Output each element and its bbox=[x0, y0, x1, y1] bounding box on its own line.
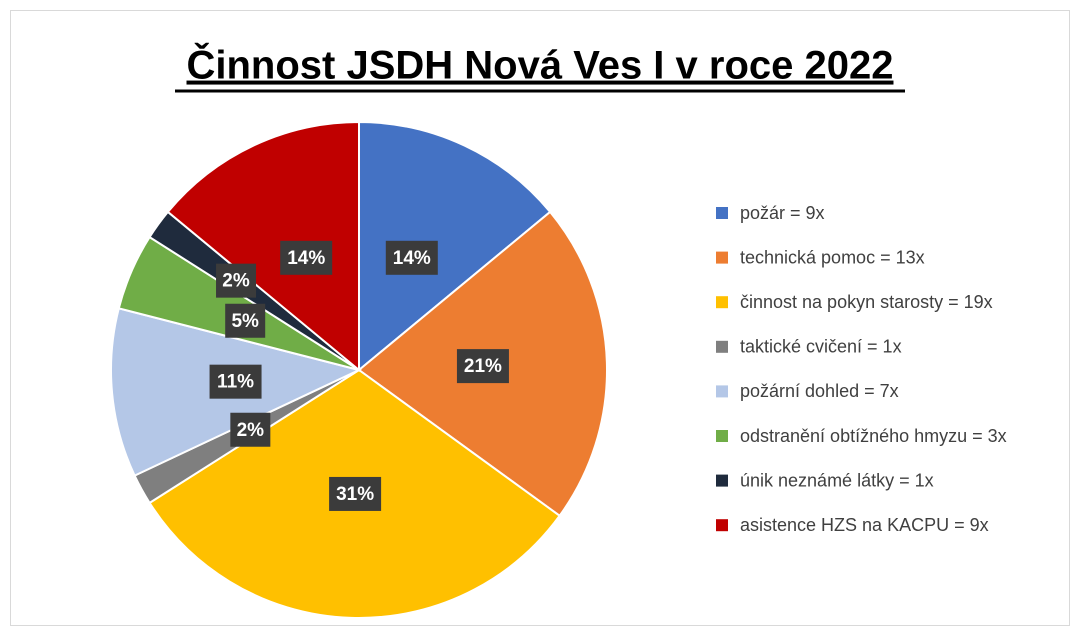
data-label-box bbox=[216, 263, 257, 298]
legend-swatch bbox=[716, 207, 728, 219]
data-label-box bbox=[456, 349, 509, 384]
legend-swatch bbox=[716, 251, 728, 264]
legend-label: únik neznámé látky = 1x bbox=[740, 470, 934, 490]
data-label: 21% bbox=[464, 356, 502, 377]
data-label: 31% bbox=[336, 484, 374, 505]
legend-swatch bbox=[716, 296, 728, 309]
data-label-box bbox=[230, 412, 271, 447]
legend-swatch bbox=[716, 385, 728, 398]
legend-label: činnost na pokyn starosty = 19x bbox=[740, 292, 993, 312]
data-label: 14% bbox=[393, 248, 431, 269]
legend-label: asistence HZS na KACPU = 9x bbox=[740, 515, 989, 535]
data-label: 2% bbox=[237, 420, 265, 441]
pie-slice bbox=[358, 120, 552, 373]
data-label-box bbox=[225, 303, 266, 338]
legend-swatch bbox=[716, 430, 728, 442]
data-label-box bbox=[280, 240, 333, 275]
data-label: 14% bbox=[287, 248, 325, 269]
data-label-box bbox=[385, 240, 438, 275]
pie-slice bbox=[166, 120, 360, 373]
data-label-box bbox=[329, 476, 382, 511]
data-label: 2% bbox=[222, 271, 250, 292]
legend-swatch bbox=[716, 474, 728, 487]
chart-title: Činnost JSDH Nová Ves I v roce 2022 bbox=[187, 42, 894, 88]
legend-label: taktické cvičení = 1x bbox=[740, 337, 902, 357]
legend-label: požární dohled = 7x bbox=[740, 381, 899, 401]
data-label: 5% bbox=[231, 311, 259, 332]
legend-label: technická pomoc = 13x bbox=[740, 247, 925, 267]
legend-label: odstranění obtížného hmyzu = 3x bbox=[740, 426, 1007, 446]
legend-label: požár = 9x bbox=[740, 203, 825, 223]
legend-swatch bbox=[716, 519, 728, 532]
legend-swatch bbox=[716, 340, 728, 353]
data-label-box bbox=[209, 364, 262, 399]
data-label: 11% bbox=[217, 372, 254, 393]
